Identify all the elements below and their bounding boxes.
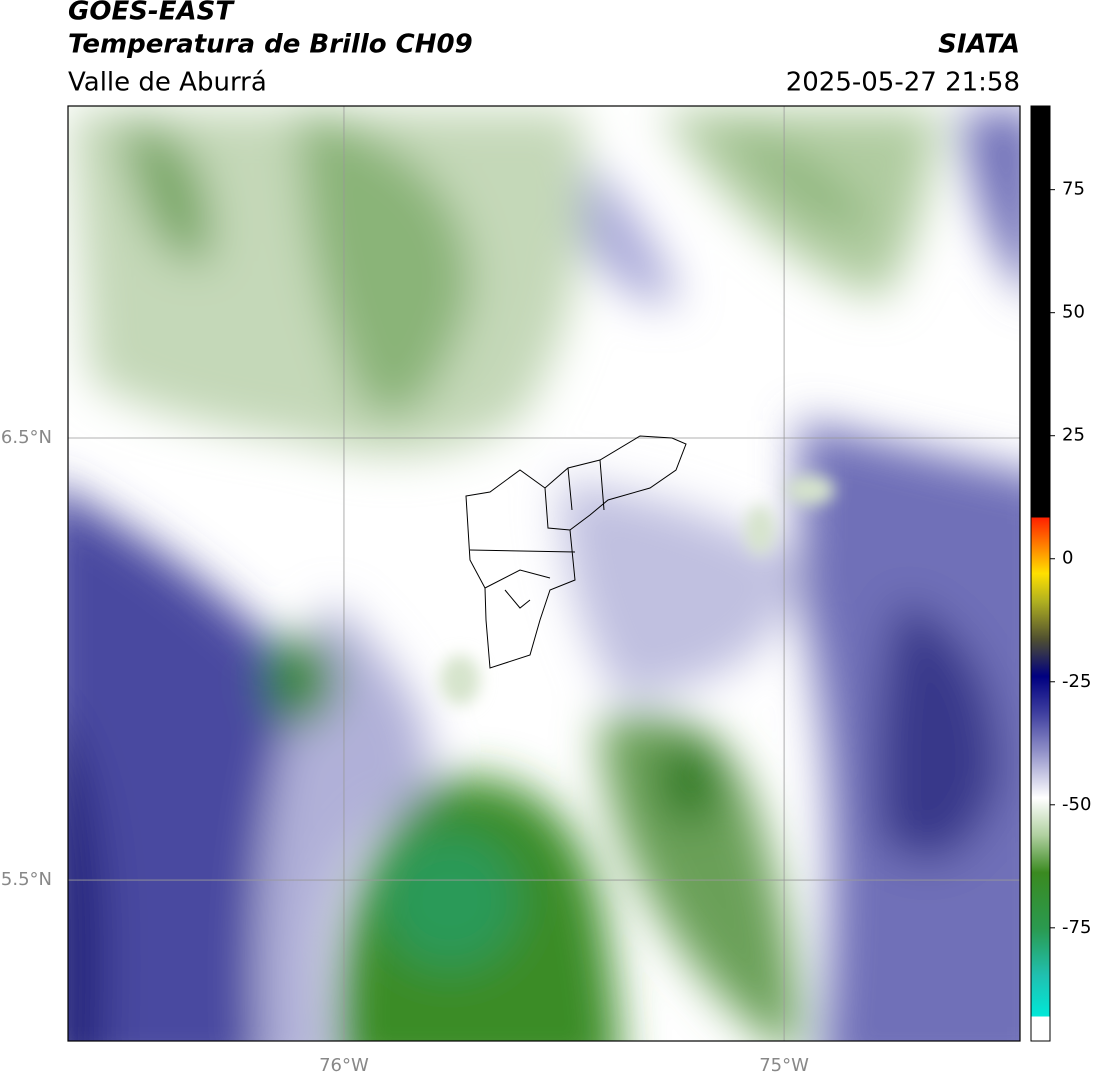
colorbar-tick-label: 0	[1062, 548, 1073, 569]
colorbar	[1030, 105, 1051, 1042]
lat-label: 6.5°N	[1, 427, 52, 448]
subtitle: Temperatura de Brillo CH09	[68, 30, 473, 60]
municipal-boundaries	[465, 435, 687, 669]
lon-label: 76°W	[319, 1055, 369, 1076]
colorbar-tick-label: -25	[1062, 671, 1091, 692]
source: SIATA	[938, 30, 1020, 60]
colorbar-tick-label: 75	[1062, 179, 1085, 200]
map-frame	[67, 105, 1021, 1042]
title: GOES-EAST	[68, 0, 235, 27]
satellite-field	[68, 106, 1020, 1041]
colorbar-tick-label: -75	[1062, 917, 1091, 938]
colorbar-tick-label: 50	[1062, 302, 1085, 323]
colorbar-tick-label: 25	[1062, 425, 1085, 446]
lat-label: 5.5°N	[1, 869, 52, 890]
region: Valle de Aburrá	[68, 68, 267, 98]
grid	[68, 106, 1020, 1041]
datetime: 2025-05-27 21:58	[786, 68, 1020, 98]
lon-label: 75°W	[759, 1055, 809, 1076]
colorbar-tick-label: -50	[1062, 794, 1091, 815]
